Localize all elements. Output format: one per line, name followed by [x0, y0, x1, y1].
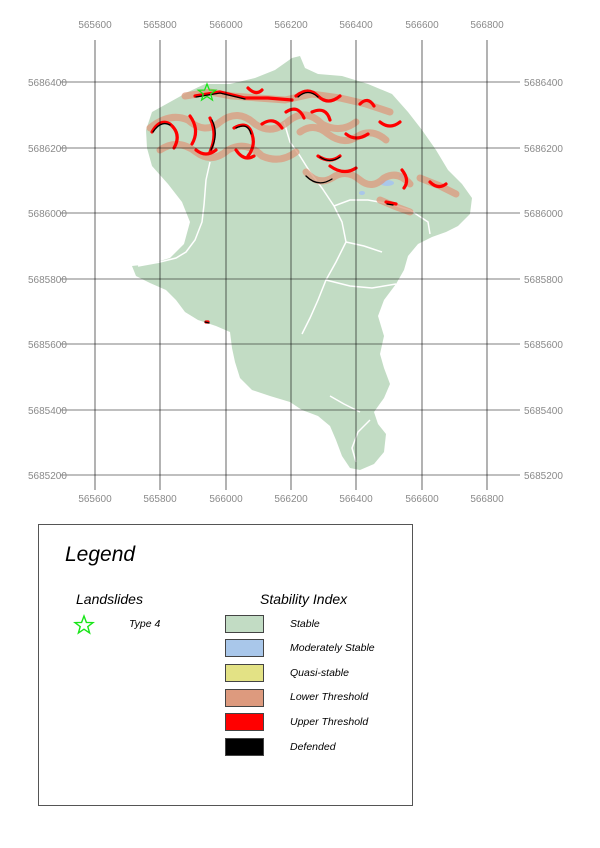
label-stable: Stable [290, 618, 320, 630]
y-tick-label-left: 5685200 [28, 471, 67, 482]
stability-map: 565600 565600 565800 565800 566000 566000 5662… [28, 20, 563, 505]
x-tick-label: 566000 [209, 494, 243, 505]
label-upper-threshold: Upper Threshold [290, 716, 369, 728]
y-tick-label-right: 5686000 [524, 209, 563, 220]
y-tick-label-left: 5685400 [28, 406, 67, 417]
label-lower-threshold: Lower Threshold [290, 691, 369, 703]
x-tick-label: 566200 [274, 494, 308, 505]
x-tick-label: 566800 [470, 20, 504, 31]
landslides-title: Landslides [76, 591, 143, 607]
y-tick-label-right: 5686400 [524, 78, 563, 89]
landslide-star-icon [196, 82, 218, 102]
y-tick-label-left: 5685800 [28, 275, 67, 286]
swatch-upper-threshold [225, 713, 264, 731]
swatch-stable [225, 615, 264, 633]
legend-title: Legend [65, 543, 136, 566]
stability-index-title: Stability Index [260, 591, 348, 607]
x-tick-label: 566000 [209, 20, 243, 31]
legend-box: Legend Landslides Type 4 Stability Index… [38, 524, 413, 806]
label-defended: Defended [290, 741, 336, 753]
unstable-zones [146, 86, 460, 324]
x-tick-label: 565800 [143, 20, 177, 31]
x-tick-label: 566400 [339, 494, 373, 505]
y-tick-label-left: 5685600 [28, 340, 67, 351]
label-moderately-stable: Moderately Stable [290, 642, 375, 654]
landslide-type-label: Type 4 [129, 618, 161, 630]
y-tick-label-right: 5685800 [524, 275, 563, 286]
label-quasi-stable: Quasi-stable [290, 667, 349, 679]
x-tick-label: 566200 [274, 20, 308, 31]
coordinate-grid [60, 40, 520, 490]
x-tick-label: 566400 [339, 20, 373, 31]
y-tick-label-right: 5685600 [524, 340, 563, 351]
y-tick-label-left: 5686400 [28, 78, 67, 89]
y-tick-label-left: 5686200 [28, 144, 67, 155]
x-tick-label: 566800 [470, 494, 504, 505]
x-tick-label: 565600 [78, 20, 112, 31]
y-tick-label-right: 5685400 [524, 406, 563, 417]
swatch-moderately-stable [225, 639, 264, 657]
swatch-lower-threshold [225, 689, 264, 707]
streams [137, 121, 431, 463]
x-tick-label: 565800 [143, 494, 177, 505]
coordinate-tick-labels: 565600 565600 565800 565800 566000 566000 5662… [28, 20, 563, 505]
y-tick-label-left: 5686000 [28, 209, 67, 220]
x-tick-label: 566600 [405, 20, 439, 31]
y-tick-label-right: 5686200 [524, 144, 563, 155]
x-tick-label: 566600 [405, 494, 439, 505]
swatch-defended [225, 738, 264, 756]
star-icon [73, 614, 95, 635]
x-tick-label: 565600 [78, 494, 112, 505]
swatch-quasi-stable [225, 664, 264, 682]
y-tick-label-right: 5685200 [524, 471, 563, 482]
